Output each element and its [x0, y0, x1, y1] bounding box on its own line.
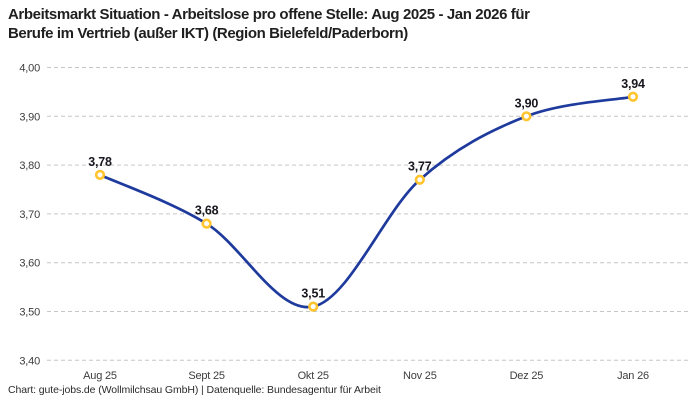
x-tick-label: Aug 25	[83, 370, 117, 382]
x-tick-label: Nov 25	[403, 370, 437, 382]
line-chart-plot-area: 3,40 3,50 3,60 3,70 3,80 3,90 4,00 Aug 25 Sept 2…	[19, 63, 688, 382]
chart-title: Arbeitsmarkt Situation - Arbeitslose pro…	[8, 5, 696, 43]
x-tick-label: Jan 26	[617, 370, 649, 382]
y-tick-label: 3,50	[19, 307, 40, 319]
x-tick-label: Sept 25	[188, 370, 225, 382]
x-tick-label: Okt 25	[298, 370, 329, 382]
chart-title-line2: Berufe im Vertrieb (außer IKT) (Region B…	[8, 25, 408, 42]
y-tick-label: 3,90	[19, 111, 40, 123]
data-point-label: 3,94	[621, 77, 645, 91]
series-line	[98, 95, 635, 309]
data-point-label: 3,78	[88, 155, 112, 169]
y-tick-label: 3,60	[19, 258, 40, 270]
data-point-marker	[521, 111, 532, 122]
data-point-label: 3,51	[301, 287, 325, 301]
data-point-marker	[94, 169, 106, 180]
chart-footer-credit: Chart: gute-jobs.de (Wollmilchsau GmbH) …	[8, 384, 381, 396]
y-tick-label: 3,40	[19, 355, 40, 367]
y-tick-label: 4,00	[19, 63, 40, 75]
data-point-label: 3,68	[195, 204, 219, 218]
data-point-marker	[627, 91, 639, 102]
chart-title-line1: Arbeitsmarkt Situation - Arbeitslose pro…	[8, 6, 530, 23]
x-tick-label: Dez 25	[510, 370, 544, 382]
data-point-marker	[414, 174, 425, 185]
data-point-marker	[308, 301, 319, 312]
y-tick-label: 3,70	[19, 209, 40, 221]
data-point-marker	[201, 218, 212, 229]
data-point-label: 3,90	[515, 96, 539, 110]
data-point-label: 3,77	[408, 160, 432, 174]
y-tick-label: 3,80	[19, 160, 40, 172]
